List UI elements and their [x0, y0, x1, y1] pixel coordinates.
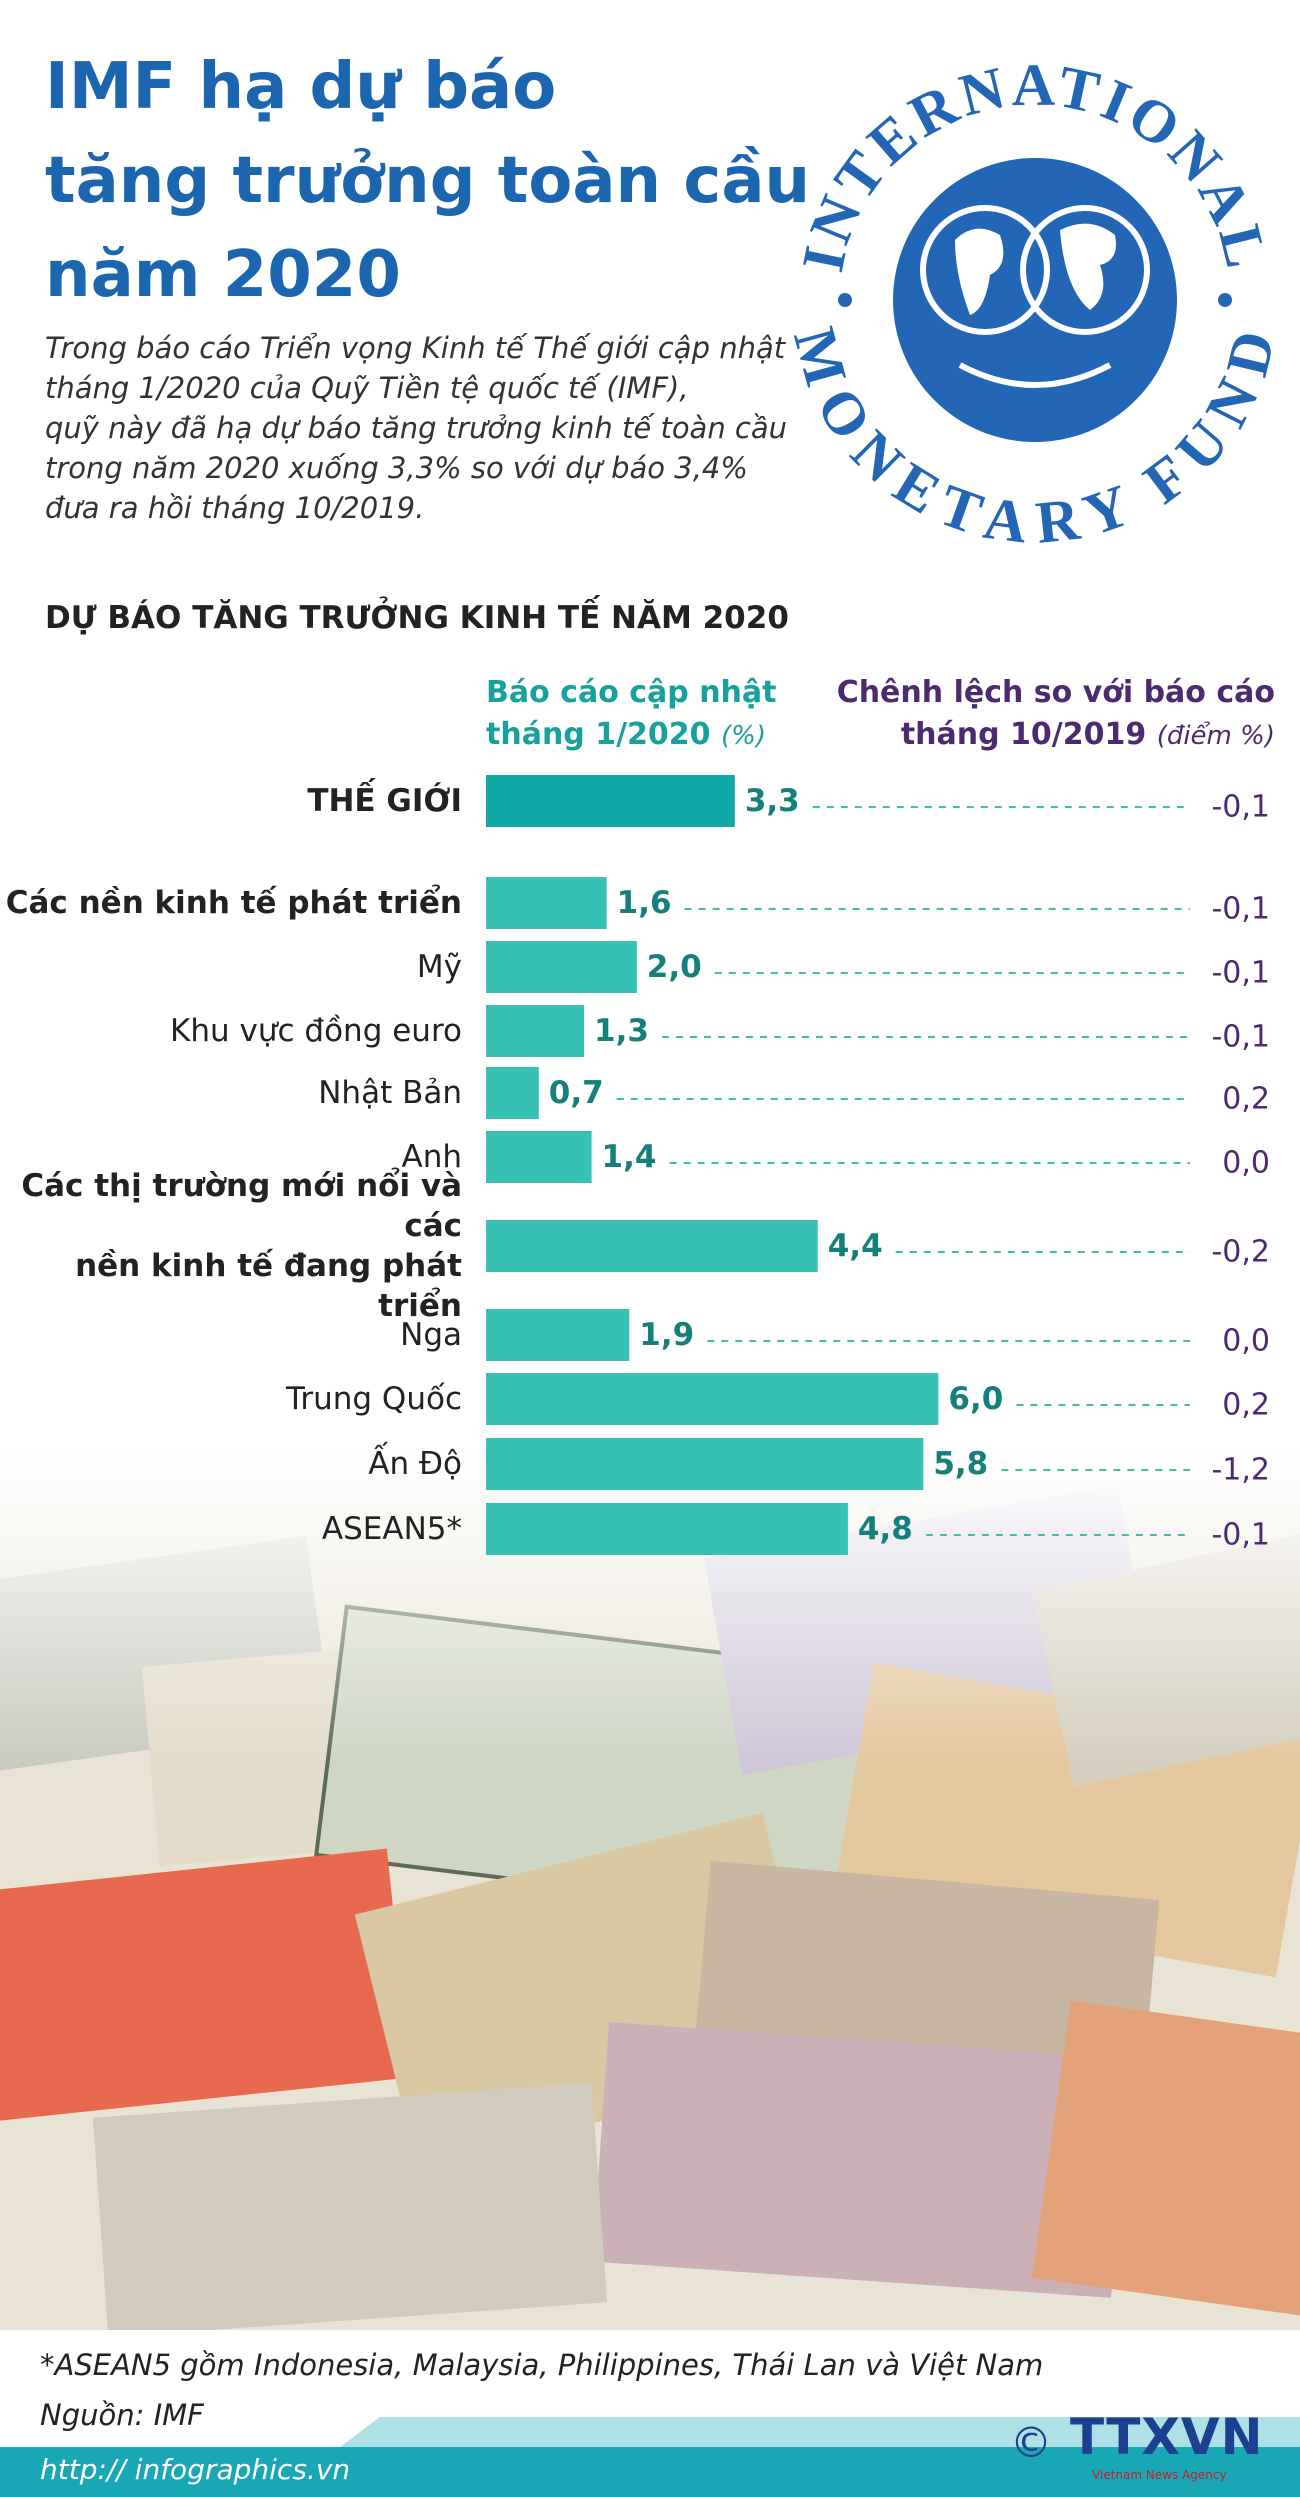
agency-logo: TTXVN — [1070, 2408, 1264, 2466]
footer-accent — [340, 2417, 1300, 2447]
value-label: 4,4 — [827, 1228, 883, 1264]
value-label: 3,3 — [744, 783, 800, 819]
bar — [486, 1220, 818, 1272]
copyright: © — [1010, 2418, 1052, 2467]
value-header: Báo cáo cập nhật tháng 1/2020 (%) — [486, 672, 777, 757]
category-label: Các thị trường mới nổi và các nền kinh t… — [21, 1168, 462, 1324]
change-header: Chênh lệch so với báo cáo tháng 10/2019 … — [837, 672, 1275, 757]
change-label: 0,0 — [1222, 1145, 1270, 1181]
bar — [486, 1438, 924, 1490]
value-header-text: Báo cáo cập nhật tháng 1/2020 — [486, 675, 777, 752]
value-label: 0,7 — [548, 1075, 604, 1111]
money-background — [0, 1450, 1300, 2497]
value-label: 1,3 — [594, 1013, 649, 1049]
change-label: 0,2 — [1222, 1081, 1270, 1117]
imf-logo: INTERNATIONAL MONETARY FUND — [781, 52, 1285, 557]
category-label: Ấn Độ — [368, 1446, 462, 1482]
category-label: ASEAN5* — [321, 1511, 462, 1547]
value-label: 1,9 — [639, 1317, 695, 1353]
category-label: Anh — [401, 1139, 462, 1175]
bar — [486, 1067, 539, 1119]
agency-subtitle: Vietnam News Agency — [1092, 2468, 1227, 2482]
value-label: 2,0 — [646, 949, 702, 985]
category-label: Mỹ — [416, 949, 462, 985]
category-label: Khu vực đồng euro — [170, 1013, 462, 1049]
change-label: -0,1 — [1211, 891, 1270, 927]
change-label: -0,1 — [1211, 1019, 1270, 1055]
bar — [486, 1309, 630, 1361]
category-label: Nga — [400, 1317, 462, 1353]
value-label: 1,6 — [616, 885, 672, 921]
value-label: 1,4 — [601, 1139, 657, 1175]
change-label: 0,2 — [1222, 1387, 1270, 1423]
change-unit: (điểm %) — [1156, 721, 1275, 751]
title: IMF hạ dự báo tăng trưởng toàn cầu năm 2… — [45, 50, 811, 312]
bar — [486, 1131, 592, 1183]
value-label: 5,8 — [933, 1446, 989, 1482]
category-label: THẾ GIỚI — [307, 783, 462, 819]
url: http:// infographics.vn — [40, 2453, 351, 2486]
chart-title: DỰ BÁO TĂNG TRƯỞNG KINH TẾ NĂM 2020 — [45, 600, 789, 636]
footnote: *ASEAN5 gồm Indonesia, Malaysia, Philipp… — [40, 2348, 1044, 2382]
bar — [486, 1503, 848, 1555]
source: Nguồn: IMF — [40, 2398, 204, 2432]
bar — [486, 877, 607, 929]
category-label: Trung Quốc — [285, 1381, 462, 1417]
bar — [486, 775, 735, 827]
value-label: 4,8 — [857, 1511, 913, 1547]
change-label: -0,1 — [1211, 1517, 1270, 1553]
value-unit: (%) — [721, 721, 766, 751]
category-label: Các nền kinh tế phát triển — [5, 885, 462, 921]
change-label: -0,2 — [1211, 1234, 1270, 1270]
bar — [486, 1005, 585, 1057]
category-label: Nhật Bản — [318, 1075, 462, 1111]
intro: Trong báo cáo Triển vọng Kinh tế Thế giớ… — [45, 331, 788, 525]
footer-bar — [0, 2447, 1300, 2497]
change-label: 0,0 — [1222, 1323, 1270, 1359]
change-label: -1,2 — [1211, 1452, 1270, 1488]
change-label: -0,1 — [1211, 955, 1270, 991]
change-header-text: Chênh lệch so với báo cáo tháng 10/2019 — [836, 675, 1275, 752]
bar — [486, 941, 637, 993]
change-label: -0,1 — [1211, 789, 1270, 825]
value-label: 6,0 — [948, 1381, 1004, 1417]
bar — [486, 1373, 939, 1425]
